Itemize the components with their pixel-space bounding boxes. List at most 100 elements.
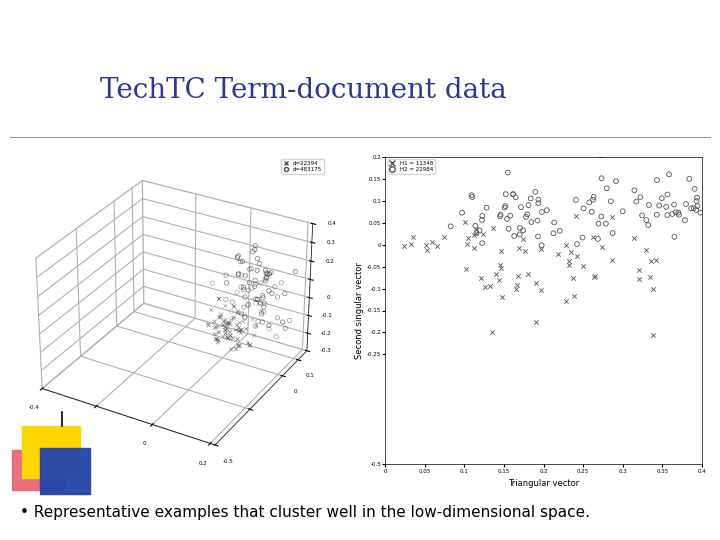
Point — [466, 191, 477, 199]
Point — [651, 176, 662, 185]
Point — [690, 197, 702, 206]
Point — [571, 252, 582, 260]
Point — [536, 245, 547, 254]
Y-axis label: Second singular vector: Second singular vector — [355, 262, 364, 359]
Point — [521, 213, 532, 221]
Point — [590, 272, 601, 281]
Point — [673, 211, 685, 219]
Point — [507, 190, 518, 199]
Point — [536, 241, 547, 249]
Point — [691, 193, 703, 202]
Point — [601, 184, 613, 193]
Point — [502, 168, 513, 177]
Point — [467, 193, 478, 201]
Point — [670, 208, 682, 217]
Text: • Representative examples that cluster well in the low-dimensional space.: • Representative examples that cluster w… — [20, 504, 590, 519]
Point — [695, 208, 706, 217]
Point — [513, 272, 524, 280]
Point — [683, 174, 695, 183]
Point — [588, 193, 600, 201]
Point — [521, 210, 533, 219]
Point — [514, 224, 526, 232]
Point — [476, 215, 487, 224]
Point — [513, 244, 524, 253]
Bar — [12, 450, 64, 490]
Point — [495, 210, 506, 219]
Point — [631, 197, 642, 206]
Point — [595, 212, 607, 221]
Point — [532, 216, 544, 225]
Point — [530, 279, 541, 287]
Point — [481, 204, 492, 212]
Point — [571, 240, 582, 248]
Point — [587, 233, 598, 241]
Point — [420, 241, 432, 249]
Point — [633, 265, 644, 274]
Point — [607, 229, 618, 238]
Point — [662, 211, 673, 219]
Point — [477, 212, 488, 220]
Point — [495, 263, 507, 272]
Point — [568, 292, 580, 300]
Point — [508, 190, 519, 199]
Point — [560, 240, 572, 249]
Point — [641, 216, 652, 225]
Point — [577, 204, 589, 213]
Point — [680, 200, 692, 208]
Point — [640, 246, 652, 255]
Point — [531, 318, 542, 326]
Point — [688, 204, 700, 212]
Bar — [22, 426, 80, 478]
Point — [445, 222, 456, 231]
Point — [407, 233, 418, 241]
Point — [672, 208, 684, 217]
Point — [495, 247, 507, 255]
Point — [456, 208, 468, 217]
Point — [535, 286, 546, 294]
Point — [533, 195, 544, 204]
Point — [510, 193, 521, 201]
Point — [490, 270, 502, 279]
Point — [501, 214, 513, 223]
Point — [533, 199, 544, 207]
Point — [634, 193, 646, 201]
Point — [470, 225, 482, 233]
Point — [422, 245, 433, 254]
Point — [523, 201, 534, 210]
Point — [629, 186, 640, 194]
Point — [499, 203, 510, 212]
Point — [650, 255, 662, 264]
Point — [487, 327, 498, 336]
Point — [606, 256, 618, 265]
Point — [525, 194, 536, 202]
Point — [595, 151, 606, 159]
Point — [689, 185, 701, 193]
Point — [549, 218, 560, 227]
Point — [644, 273, 655, 282]
Point — [690, 206, 702, 214]
Point — [508, 232, 520, 240]
Point — [560, 297, 572, 306]
Point — [554, 226, 565, 235]
Point — [474, 226, 485, 235]
Point — [517, 226, 528, 235]
Point — [654, 201, 665, 210]
Point — [660, 202, 672, 211]
Point — [431, 242, 443, 251]
Point — [634, 275, 645, 284]
Point — [500, 202, 511, 211]
Point — [643, 201, 654, 210]
Point — [636, 211, 648, 220]
Point — [605, 197, 616, 206]
Point — [519, 246, 531, 255]
Point — [462, 233, 473, 242]
Point — [471, 228, 482, 237]
Point — [679, 216, 690, 225]
Point — [647, 285, 659, 294]
Point — [510, 285, 521, 293]
Point — [493, 275, 505, 284]
Point — [663, 170, 675, 179]
Point — [496, 293, 508, 302]
Point — [642, 221, 654, 230]
Point — [461, 265, 472, 273]
